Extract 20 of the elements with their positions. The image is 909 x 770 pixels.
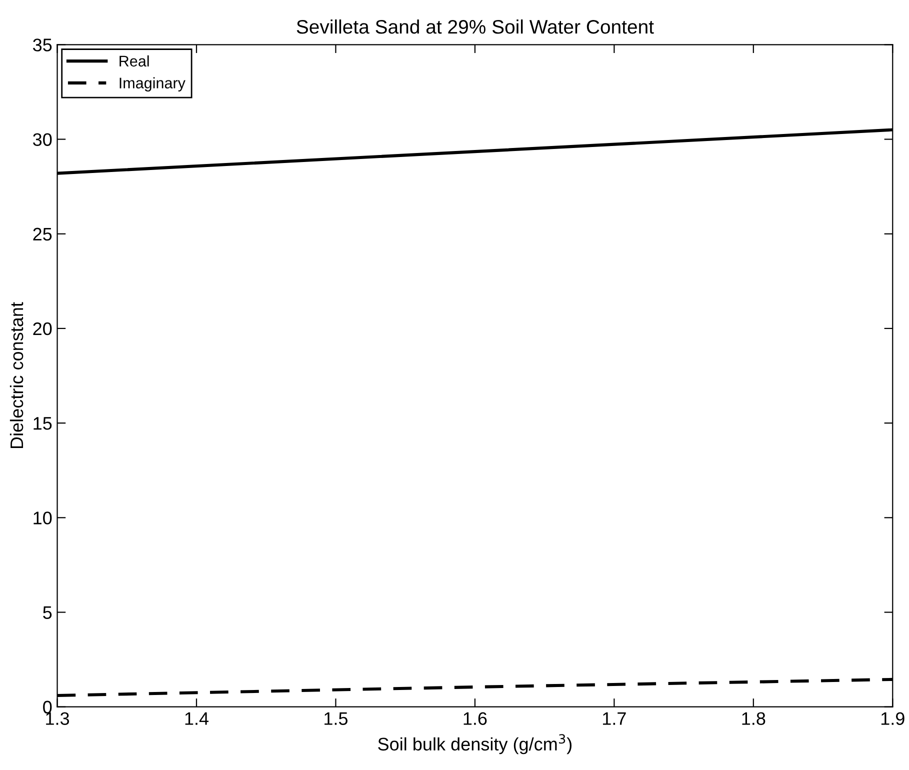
y-tick-label: 20 <box>33 322 52 336</box>
chart-title: Sevilleta Sand at 29% Soil Water Content <box>296 19 654 34</box>
x-tick-label: 1.7 <box>603 712 626 725</box>
y-tick-label: 35 <box>33 38 52 52</box>
legend-label: Imaginary <box>120 77 186 92</box>
y-tick-label: 15 <box>34 417 52 430</box>
x-tick-label: 1.4 <box>185 712 209 725</box>
y-tick-label: 5 <box>43 606 52 619</box>
x-tick-label: 1.9 <box>881 712 904 725</box>
y-tick-label: 30 <box>33 133 52 146</box>
y-tick-label: 10 <box>34 512 52 524</box>
x-tick-label: 1.8 <box>742 712 766 725</box>
legend-label: Real <box>120 55 149 67</box>
y-tick-label: 25 <box>33 228 52 241</box>
y-axis-title: Dielectric constant <box>10 302 24 448</box>
y-tick-label: 0 <box>43 700 52 714</box>
x-tick-label: 1.3 <box>46 712 70 725</box>
x-tick-label: 1.6 <box>464 712 487 725</box>
x-tick-label: 1.5 <box>324 712 348 725</box>
x-axis-title: Soil bulk density (g/cm$^{3}$) <box>378 734 572 754</box>
